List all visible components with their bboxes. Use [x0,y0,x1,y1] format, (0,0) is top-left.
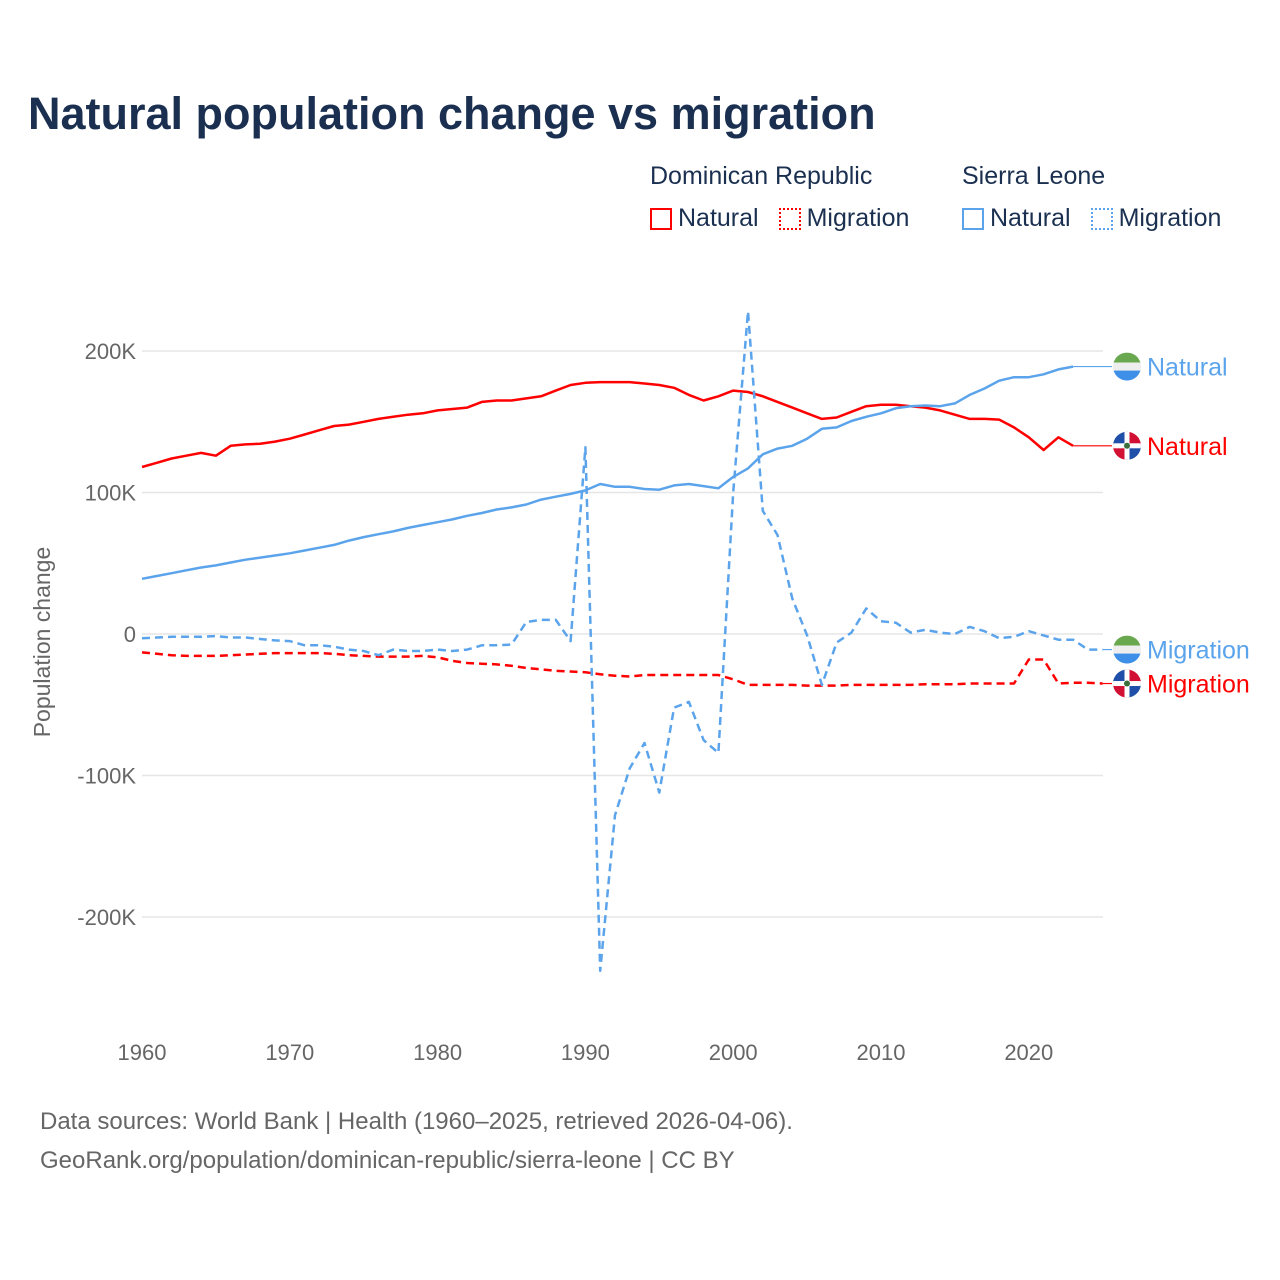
y-axis-label: Population change [29,547,55,738]
y-tick-label: 200K [85,339,137,364]
legend-item-dr-migration[interactable]: Migration [778,204,910,233]
y-tick-label: 0 [124,622,136,647]
series-line-sierra-leone-migration [141,310,1103,973]
x-tick-label: 1970 [265,1040,314,1065]
y-tick-label: -100K [77,764,136,789]
legend-dominican-republic: Natural Migration [650,204,909,233]
x-tick-label: 2020 [1004,1040,1053,1065]
source-url[interactable]: GeoRank.org/population/dominican-republi… [40,1147,735,1174]
end-label-sierra-leone-migration: Migration [1147,637,1250,665]
series-line-sierra-leone-natural [141,365,1074,581]
sierra-leone-flag-icon [1113,352,1141,381]
legend-group-sierra-leone: Sierra Leone [962,162,1106,190]
legend-label: Natural [990,204,1071,232]
x-tick-label: 1990 [561,1040,610,1065]
source-note: Data sources: World Bank | Health (1960–… [40,1108,793,1135]
series-line-dominican-republic-migration [141,651,1103,687]
legend-item-dr-natural[interactable]: Natural [650,204,759,233]
dotted-swatch-icon [778,207,801,230]
end-label-sierra-leone-natural: Natural [1147,354,1228,382]
dominican-republic-flag-icon [1113,431,1141,460]
legend-group-dominican-republic: Dominican Republic [650,162,873,190]
legend-label: Migration [1118,204,1222,232]
sierra-leone-flag-icon [1113,635,1141,664]
y-tick-label: 100K [85,481,137,506]
dotted-swatch-icon [1090,207,1113,230]
x-tick-label: 2010 [857,1040,906,1065]
x-tick-label: 1960 [118,1040,167,1065]
legend-sierra-leone: Natural Migration [962,204,1221,233]
dominican-republic-flag-icon [1113,669,1141,698]
x-tick-label: 2000 [709,1040,758,1065]
legend-label: Natural [678,204,759,232]
chart-title: Natural population change vs migration [28,88,876,139]
solid-swatch-icon [962,207,984,230]
legend-label: Migration [806,204,910,232]
legend-item-sl-natural[interactable]: Natural [962,204,1071,233]
solid-swatch-icon [650,207,672,230]
end-label-dominican-republic-natural: Natural [1147,433,1228,461]
x-tick-label: 1980 [413,1040,462,1065]
legend-item-sl-migration[interactable]: Migration [1090,204,1222,233]
y-tick-label: -200K [77,905,136,930]
end-label-dominican-republic-migration: Migration [1147,671,1250,699]
series-line-dominican-republic-natural [141,380,1074,469]
